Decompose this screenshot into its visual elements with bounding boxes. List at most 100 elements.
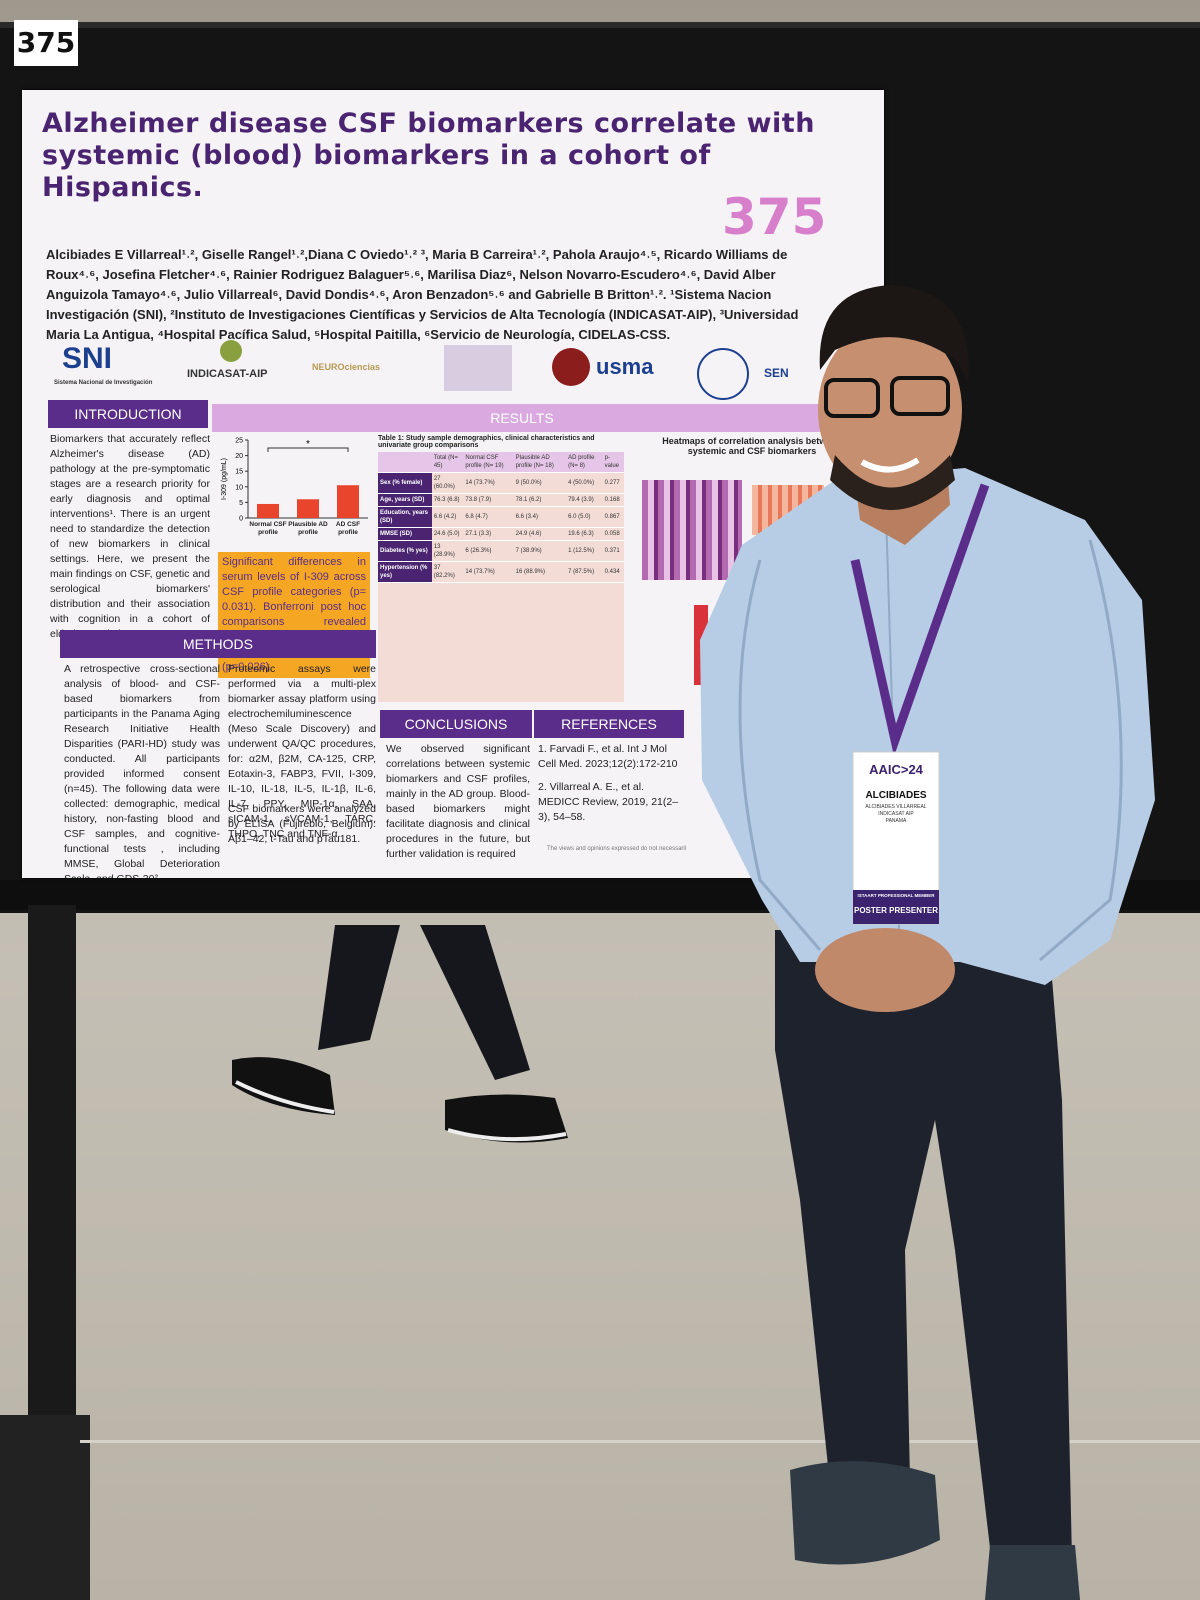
conclusions-text: We observed significant correlations bet… (386, 743, 530, 860)
table-cell: 0.434 (602, 561, 624, 583)
x-tick-label: AD CSF profile (335, 521, 361, 536)
table-cell: 4 (50.0%) (566, 472, 603, 494)
table-cell: 0.058 (602, 527, 624, 541)
section-heading: REFERENCES (534, 710, 684, 738)
logo-image (444, 345, 512, 391)
table-cell: 13 (28.9%) (431, 540, 464, 562)
section-heading: INTRODUCTION (48, 400, 208, 428)
table: Total (N= 45) Normal CSF profile (N= 19) P… (378, 452, 624, 583)
methods-text: Proteomic assays were performed via a mu… (228, 663, 376, 840)
table-row: Diabetes (% yes) 13 (28.9%) 6 (26.3%) 7 (38… (378, 540, 624, 562)
logo: INDICASAT-AIP (187, 368, 268, 380)
x-tick-label: Plausible AD profile (288, 521, 328, 536)
badge-full-name: ALCIBIADES VILLARREAL (865, 804, 927, 810)
y-tick-label: 15 (235, 469, 243, 476)
table-cell (378, 452, 432, 473)
walker (232, 925, 568, 1143)
bar (297, 499, 319, 518)
table-cell: 0.277 (602, 472, 624, 494)
table-header-cell: Normal CSF profile (N= 19) (463, 452, 514, 473)
table-cell: 78.1 (6.2) (513, 493, 567, 507)
table-header-cell: Plausible AD profile (N= 18) (513, 452, 567, 473)
table-cell: 27.1 (3.3) (463, 527, 514, 541)
table-cell: 0.867 (602, 506, 624, 528)
badge-role: POSTER PRESENTER (853, 906, 938, 915)
table-cell: 1 (12.5%) (566, 540, 603, 562)
reference: 1. Farvadi F., et al. Int J Mol Cell Med… (538, 743, 678, 770)
logo: Sistema Nacional de Investigación (54, 380, 153, 386)
table-row: Education, years (SD) 6.6 (4.2) 6.8 (4.7) 6… (378, 506, 624, 528)
table-row: MMSE (SD) 24.6 (5.0) 27.1 (3.3) 24.9 (4.6) 1… (378, 527, 624, 541)
table-cell: Education, years (SD) (378, 506, 432, 528)
table-row: Hypertension (% yes) 37 (82.2%) 14 (73.7%)… (378, 561, 624, 583)
logo-icon (697, 348, 749, 400)
table-row: Age, years (SD) 76.3 (6.8) 73.8 (7.9) 78.1 … (378, 493, 624, 507)
stand-pole (28, 905, 76, 1415)
logo: NEUROciencias (312, 362, 381, 372)
logo-icon (552, 348, 590, 386)
table-cell: 0.371 (602, 540, 624, 562)
poster-number: 375 (722, 188, 827, 246)
table-header-cell: Total (N= 45) (431, 452, 464, 473)
table-header-cell: AD profile (N= 8) (566, 452, 603, 473)
table-cell: 16 (88.9%) (513, 561, 567, 583)
table-cell: 14 (73.7%) (463, 561, 514, 583)
significance-label: * (306, 439, 310, 450)
table-cell: Age, years (SD) (378, 493, 432, 507)
heatmap-title: Heatmaps of correlation analysis between… (662, 436, 842, 456)
author-line: Anguizola Tamayo⁴˒⁶, Julio Villarreal⁶, … (46, 287, 772, 302)
reference: 2. Villarreal A. E., et al. MEDICC Revie… (538, 781, 679, 823)
bar (257, 503, 279, 518)
table-cell: 24.9 (4.6) (513, 527, 567, 541)
badge-name: ALCIBIADES (865, 790, 927, 801)
logo: SEN (764, 366, 789, 380)
table-cell: MMSE (SD) (378, 527, 432, 541)
table-cell: 37 (82.2%) (431, 561, 464, 583)
heatmap (642, 480, 742, 580)
table-cell: 6.8 (4.7) (463, 506, 514, 528)
badge-organization: INDICASAT AIP (878, 811, 914, 817)
table-cell: 6.6 (4.2) (431, 506, 464, 528)
author-line: Alcibiades E Villarreal¹˒², Giselle Rang… (46, 247, 788, 262)
section-heading: CONCLUSIONS (380, 710, 532, 738)
table-cell: 76.3 (6.8) (431, 493, 464, 507)
table-row: Sex (% female) 27 (60.0%) 14 (73.7%) 9 (50.… (378, 472, 624, 494)
table-cell: 6.0 (5.0) (566, 506, 603, 528)
table-header: Total (N= 45) Normal CSF profile (N= 19) P… (378, 452, 624, 473)
y-tick-label: 5 (239, 500, 243, 507)
methods-text: CSF biomarkers were analyzed by ELISA (F… (228, 803, 376, 845)
badge-event: AAIC>24 (869, 762, 923, 777)
table-cell: Sex (% female) (378, 472, 432, 494)
methods-text: A retrospective cross-sectional analysis… (64, 663, 220, 878)
section-heading: METHODS (60, 630, 376, 658)
logo-icon (220, 340, 242, 362)
floor-line (80, 1440, 1200, 1443)
author-line: Maria La Antigua, ⁴Hospital Pacífica Sal… (46, 327, 671, 342)
stand-foot (0, 1415, 90, 1600)
table-cell: 27 (60.0%) (431, 472, 464, 494)
table-header-cell: p-value (602, 452, 624, 473)
disclaimer: The views and opinions expressed do not … (547, 846, 687, 852)
table-cell: 7 (38.9%) (513, 540, 567, 562)
table-cell: 79.4 (3.9) (566, 493, 603, 507)
table-cell: Hypertension (% yes) (378, 561, 432, 583)
y-tick-label: 20 (235, 453, 243, 460)
badge-country: PANAMA (885, 818, 907, 824)
table-cell: 0.168 (602, 493, 624, 507)
table-cell: Diabetes (% yes) (378, 540, 432, 562)
table-area: Total (N= 45) Normal CSF profile (N= 19) P… (378, 452, 624, 702)
significance-bracket (267, 447, 349, 452)
section-heading: RESULTS (212, 404, 832, 432)
intro-chart: 0 5 10 15 20 25 I-309 (pg/mL) * (221, 438, 368, 523)
logo: SNI (62, 342, 113, 375)
table-cell: 6 (26.3%) (463, 540, 514, 562)
table-cell: 7 (87.5%) (566, 561, 603, 583)
table-cell: 6.6 (3.4) (513, 506, 567, 528)
table-cell: 14 (73.7%) (463, 472, 514, 494)
y-tick-label: 10 (235, 484, 243, 491)
y-tick-label: 0 (239, 516, 243, 523)
table-cell: 24.6 (5.0) (431, 527, 464, 541)
